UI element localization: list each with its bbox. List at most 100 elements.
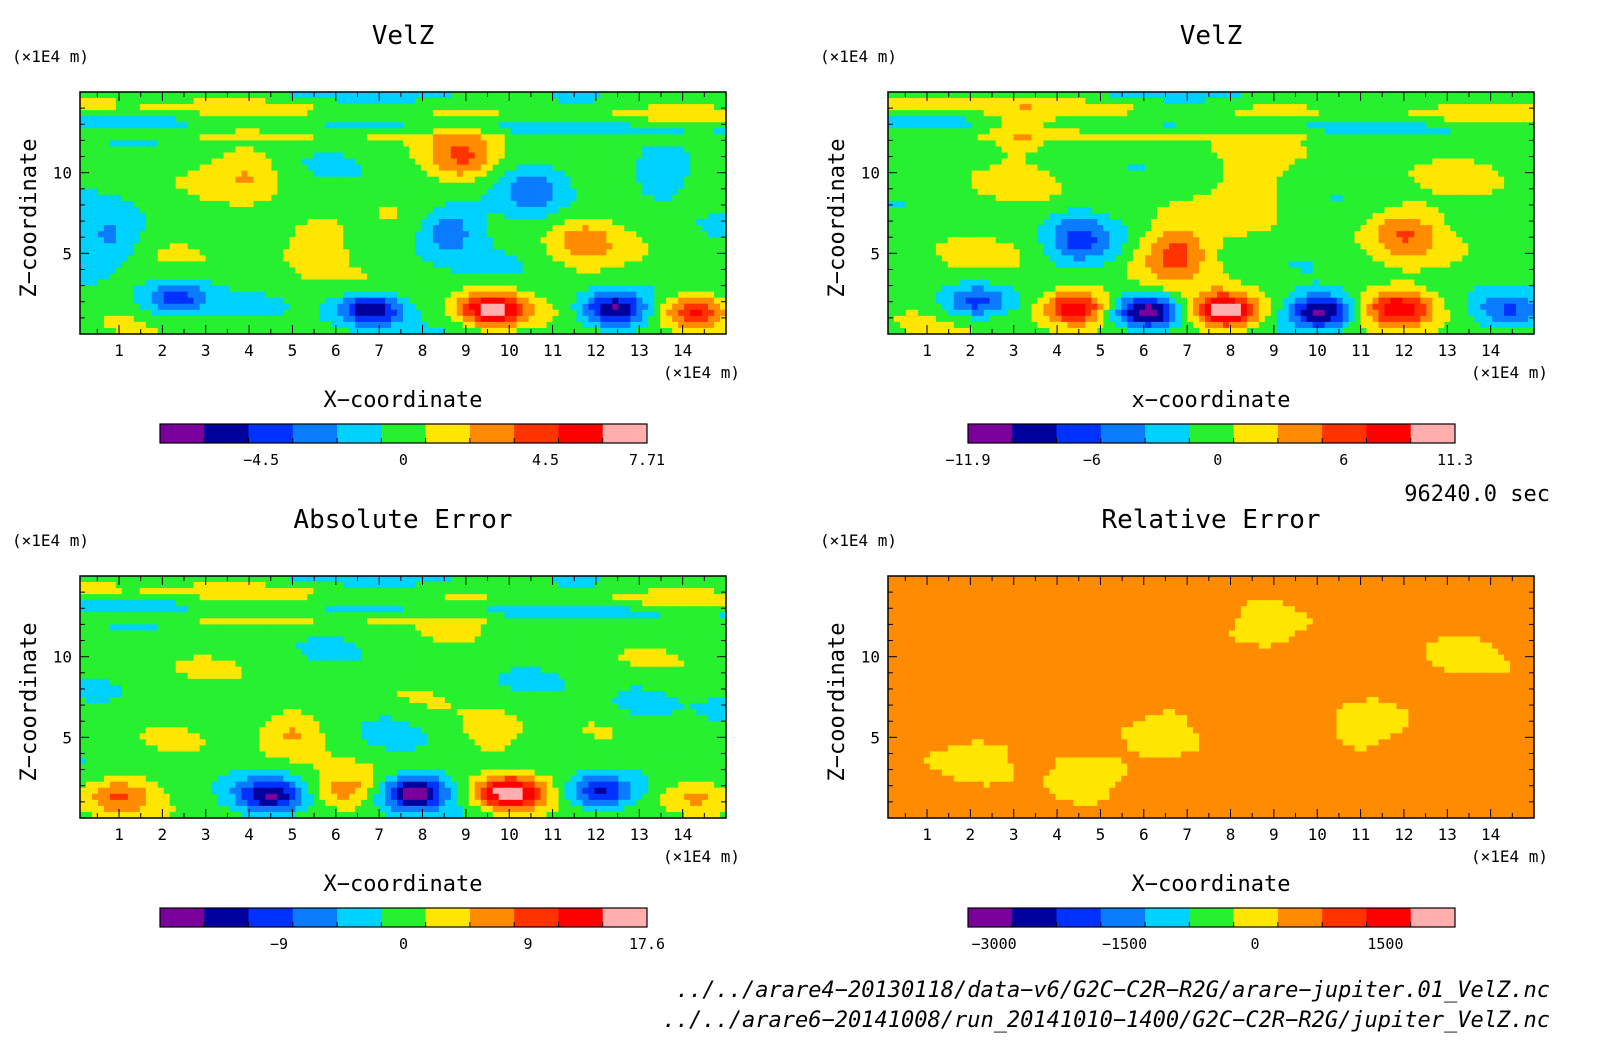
field-cell [456, 279, 464, 287]
field-cell [444, 297, 452, 305]
field-cell [420, 291, 428, 299]
field-cell [205, 158, 213, 166]
field-cell [438, 279, 446, 287]
field-cell [720, 194, 726, 202]
field-cell [391, 116, 398, 123]
field-cell [1013, 104, 1021, 111]
field-cell [486, 321, 494, 329]
field-cell [480, 176, 488, 184]
field-cell [205, 285, 213, 293]
field-cell [504, 237, 512, 244]
field-cell [606, 188, 613, 196]
field-cell [666, 315, 673, 323]
field-cell [397, 273, 404, 281]
field-cell [714, 225, 721, 232]
field-cell [582, 110, 590, 117]
field-cell [1420, 110, 1427, 117]
field-cell [708, 194, 715, 202]
field-cell [343, 213, 350, 220]
field-cell [696, 104, 703, 111]
field-cell [660, 321, 667, 329]
field-cell [355, 219, 362, 226]
field-cell [636, 158, 643, 166]
field-cell [151, 164, 159, 172]
field-cell [1031, 116, 1039, 123]
field-cell [121, 176, 129, 184]
field-cell [175, 273, 183, 281]
field-cell [684, 146, 691, 154]
field-cell [1510, 116, 1517, 123]
field-cell [331, 110, 338, 117]
field-cell [1169, 92, 1176, 99]
field-cell [139, 315, 147, 323]
field-cell [145, 140, 153, 148]
field-cell [361, 194, 368, 202]
field-cell [684, 309, 691, 317]
field-cell [582, 303, 590, 311]
field-cell [678, 128, 685, 135]
field-cell [1240, 110, 1248, 117]
field-cell [403, 297, 410, 305]
field-cell [1486, 104, 1493, 111]
field-cell [522, 116, 530, 123]
field-cell [103, 297, 111, 305]
field-cell [570, 303, 578, 311]
field-cell [145, 279, 153, 287]
field-cell [492, 261, 500, 269]
field-cell [1139, 116, 1146, 123]
field-cell [630, 176, 637, 184]
field-cell [151, 279, 159, 287]
field-cell [217, 110, 225, 117]
field-cell [618, 243, 625, 250]
field-cell [594, 243, 601, 250]
field-cell [349, 182, 356, 190]
field-cell [1067, 92, 1075, 99]
field-cell [1516, 110, 1523, 117]
x-tick-label: 11 [543, 341, 562, 360]
field-cell [666, 279, 673, 287]
field-cell [540, 267, 548, 275]
field-cell [498, 188, 506, 196]
field-cell [420, 188, 428, 196]
field-cell [181, 237, 189, 244]
field-cell [235, 176, 243, 184]
field-cell [397, 225, 404, 232]
field-cell [1342, 110, 1350, 117]
field-cell [145, 134, 153, 141]
field-cell [127, 327, 135, 334]
field-cell [690, 140, 697, 148]
field-cell [462, 213, 470, 220]
field-cell [570, 267, 578, 275]
field-cell [510, 273, 518, 281]
field-cell [528, 285, 536, 293]
field-cell [570, 231, 578, 238]
field-cell [367, 267, 374, 275]
field-cell [379, 291, 386, 299]
field-cell [157, 134, 165, 141]
field-cell [91, 243, 99, 250]
field-cell [319, 188, 326, 196]
field-cell [1318, 98, 1326, 105]
field-cell [552, 104, 560, 111]
field-cell [420, 243, 428, 250]
field-cell [642, 273, 649, 281]
field-cell [1516, 116, 1523, 123]
field-cell [115, 128, 123, 135]
field-cell [624, 255, 631, 262]
field-cell [115, 285, 123, 293]
field-cell [199, 231, 207, 238]
field-cell [498, 225, 506, 232]
field-cell [414, 231, 422, 238]
field-cell [337, 291, 344, 299]
field-cell [373, 140, 380, 148]
field-cell [624, 158, 631, 166]
field-cell [720, 297, 726, 305]
field-cell [636, 200, 643, 208]
field-cell [450, 213, 458, 220]
field-cell [361, 231, 368, 238]
field-cell [193, 309, 201, 317]
field-cell [283, 321, 290, 329]
field-cell [516, 170, 524, 178]
field-cell [588, 285, 596, 293]
field-cell [498, 303, 506, 311]
